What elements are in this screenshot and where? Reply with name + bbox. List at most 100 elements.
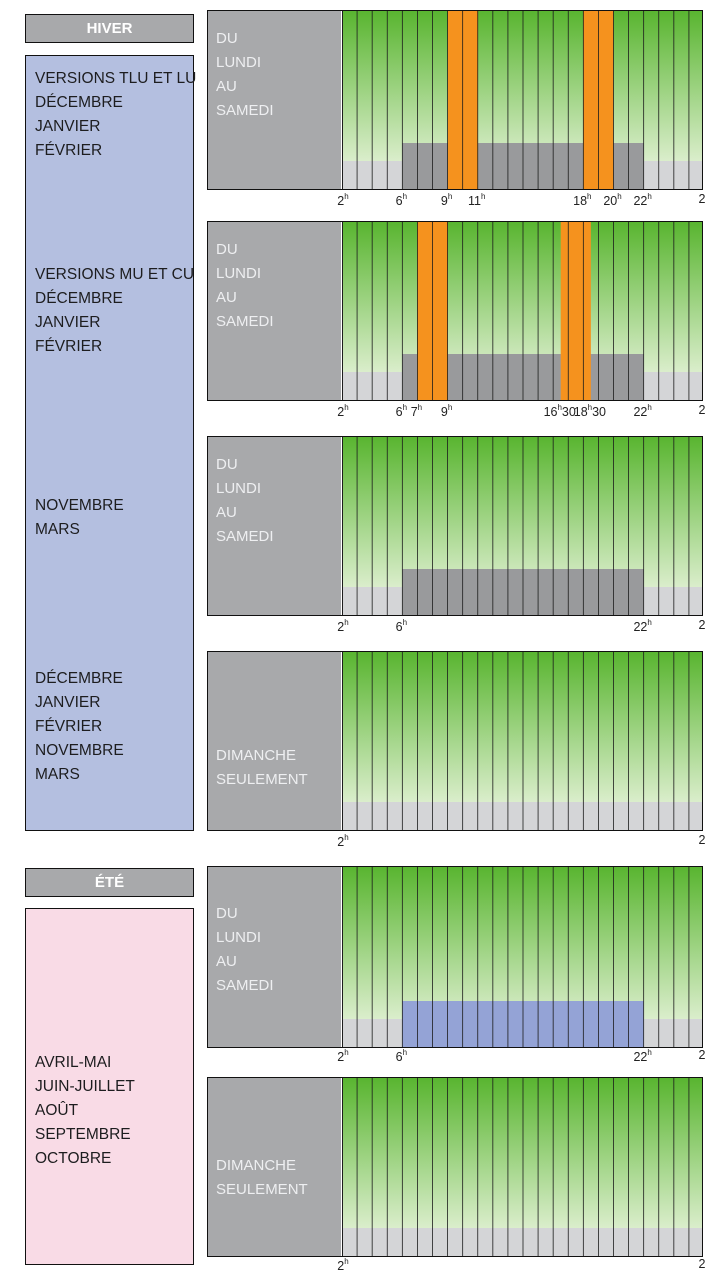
- hour-column: [357, 222, 373, 400]
- hour-column: [372, 222, 388, 400]
- tick-hour: 2: [698, 833, 706, 847]
- schedule-chart: [342, 867, 702, 1047]
- panel-label-box: DIMANCHE SEULEMENT: [208, 652, 341, 830]
- panel-label-line: DIMANCHE: [216, 1157, 297, 1174]
- schedule-chart: [342, 222, 702, 400]
- axis-tick-label: 7h: [411, 403, 422, 419]
- panel-label-line: DU: [216, 241, 238, 258]
- schedule-panel-4: DIMANCHE SEULEMENT: [207, 651, 703, 831]
- hour-column: [492, 652, 508, 830]
- axis-tick-label: 18h: [573, 192, 591, 208]
- time-axis-6: 2h 2: [207, 1257, 707, 1277]
- panel-label-box: DU LUNDI AU SAMEDI: [208, 11, 341, 189]
- tick-hour: 6: [395, 620, 403, 634]
- group-line: JANVIER: [35, 694, 101, 711]
- hour-column: [477, 1078, 493, 1256]
- hour-column: [387, 437, 403, 615]
- tick-hour-suffix: h: [481, 192, 486, 201]
- panel-label-line: DU: [216, 30, 238, 47]
- tick-hour: 22: [633, 620, 648, 634]
- winter-sidebar: VERSIONS TLU ET LU DÉCEMBRE JANVIER FÉVR…: [25, 55, 197, 831]
- hour-column: [417, 652, 433, 830]
- axis-tick-label: 11h: [468, 192, 485, 208]
- tick-hour-suffix: h: [587, 403, 593, 412]
- hour-column: [342, 11, 358, 189]
- hour-column: [507, 652, 523, 830]
- axis-tick-label: 2h: [337, 618, 348, 634]
- hour-column: [477, 652, 493, 830]
- group-line: AVRIL-MAI: [35, 1054, 112, 1071]
- panel-label-box: DU LUNDI AU SAMEDI: [208, 867, 341, 1047]
- tick-hour-suffix: h: [344, 618, 349, 627]
- hour-column: [342, 652, 358, 830]
- tick-hour: 22: [633, 405, 648, 419]
- panel-label: DU LUNDI AU SAMEDI: [216, 902, 274, 998]
- tick-hour: 6: [395, 194, 403, 208]
- hour-column: [568, 1078, 584, 1256]
- tick-hour-suffix: h: [402, 618, 408, 627]
- hour-column: [643, 652, 659, 830]
- panel-label-line: SAMEDI: [216, 102, 274, 119]
- hour-column: [372, 11, 388, 189]
- tick-hour: 6: [395, 1050, 403, 1064]
- tick-hour-suffix: h: [447, 403, 453, 412]
- panel-label-line: LUNDI: [216, 265, 262, 282]
- tick-hour: 2: [337, 835, 345, 849]
- axis-tick-label: 22h: [633, 192, 651, 208]
- hour-column: [523, 1078, 539, 1256]
- group-line: SEPTEMBRE: [35, 1126, 131, 1143]
- hour-column: [688, 652, 702, 830]
- panel-label-box: DU LUNDI AU SAMEDI: [208, 437, 341, 615]
- tick-hour-suffix: h: [557, 403, 562, 412]
- hour-column: [523, 652, 539, 830]
- hour-column: [553, 652, 569, 830]
- tick-hour: 6: [395, 405, 403, 419]
- hour-column: [673, 11, 689, 189]
- hour-column: [658, 652, 674, 830]
- hour-column: [357, 11, 373, 189]
- hour-column: [673, 867, 689, 1047]
- group-line: OCTOBRE: [35, 1150, 112, 1167]
- axis-tick-label: 16h30: [544, 403, 576, 419]
- hour-column: [613, 1078, 629, 1256]
- tick-hour-suffix: h: [417, 403, 423, 412]
- tick-hour-suffix: h: [647, 192, 652, 201]
- panel-label: DU LUNDI AU SAMEDI: [216, 238, 274, 334]
- hour-column: [658, 1078, 674, 1256]
- hour-column: [372, 652, 388, 830]
- hour-column: [538, 652, 554, 830]
- panel-label-line: AU: [216, 953, 237, 970]
- group-line: FÉVRIER: [35, 718, 103, 735]
- hour-column: [387, 222, 403, 400]
- schedule-panel-6: DIMANCHE SEULEMENT: [207, 1077, 703, 1257]
- axis-tick-label: 2: [699, 403, 706, 417]
- hour-column: [688, 867, 702, 1047]
- tick-hour-suffix: h: [647, 1048, 652, 1057]
- panel-label-line: SEULEMENT: [216, 1181, 308, 1198]
- tick-hour: 11: [468, 194, 482, 208]
- tick-hour: 2: [337, 194, 345, 208]
- tick-hour: 2: [337, 1050, 345, 1064]
- time-axis-1: 2h 6h 9h 11h 18h 20h 22h 2: [207, 192, 707, 212]
- hour-column: [643, 867, 659, 1047]
- schedule-chart: [342, 437, 702, 615]
- hour-column: [387, 652, 403, 830]
- tick-hour: 7: [410, 405, 418, 419]
- tick-hour: 18: [573, 405, 588, 419]
- tick-hour-suffix: h: [344, 1048, 349, 1057]
- hour-column: [598, 652, 614, 830]
- panel-label-line: LUNDI: [216, 480, 262, 497]
- hour-column: [372, 867, 388, 1047]
- hour-column: [628, 652, 644, 830]
- group-line: DÉCEMBRE: [35, 94, 123, 111]
- hour-column: [553, 1078, 569, 1256]
- group-line: VERSIONS TLU ET LU: [35, 70, 197, 87]
- hour-column: [688, 222, 702, 400]
- tick-hour: 20: [603, 194, 618, 208]
- group-line: MARS: [35, 521, 80, 538]
- tick-hour: 2: [337, 405, 345, 419]
- summer-header: ÉTÉ: [25, 868, 194, 897]
- axis-tick-label: 22h: [633, 618, 651, 634]
- panel-label-line: AU: [216, 504, 237, 521]
- panel-label: DIMANCHE SEULEMENT: [216, 1154, 308, 1202]
